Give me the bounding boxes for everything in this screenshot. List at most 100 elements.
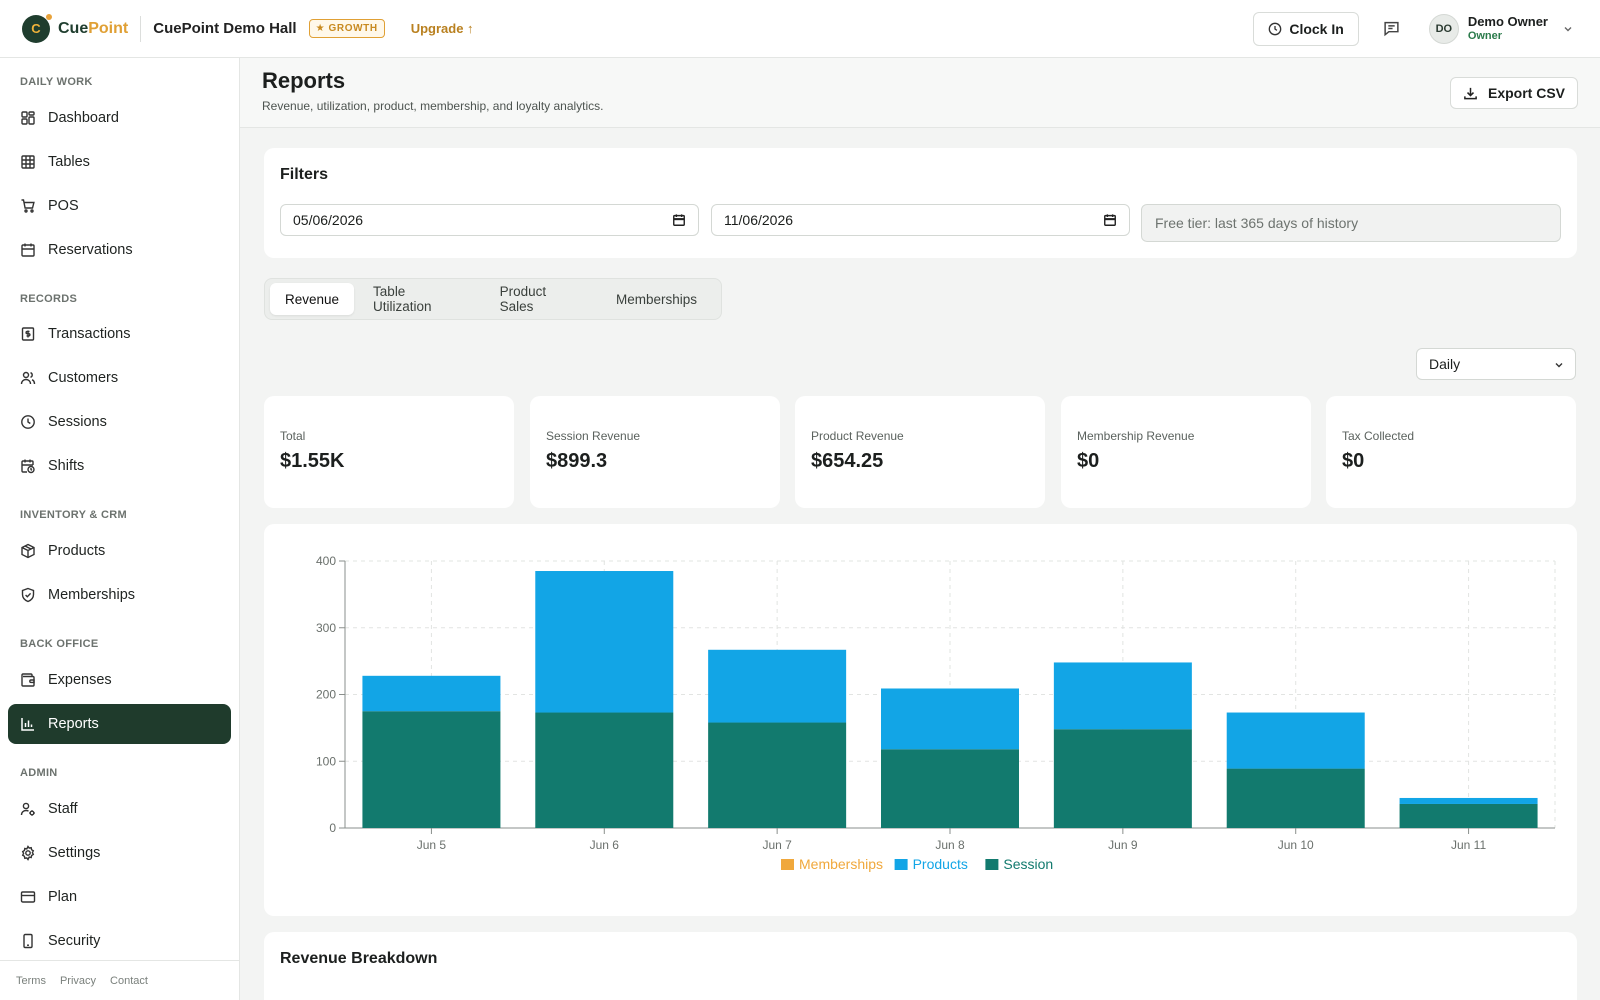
credit-card-icon — [20, 891, 36, 903]
receipt-dollar-icon — [21, 327, 35, 341]
divider — [140, 15, 142, 42]
start-date-value: 05/06/2026 — [293, 212, 364, 228]
user-name: Demo Owner — [1467, 13, 1548, 29]
clock-icon — [21, 415, 35, 429]
sidebar-item-reports[interactable]: Reports — [8, 704, 231, 744]
sidebar-item-transactions[interactable]: Transactions — [8, 314, 231, 354]
sidebar-item-memberships[interactable]: Memberships — [8, 575, 231, 615]
export-csv-button[interactable]: Export CSV — [1449, 77, 1578, 109]
sidebar-item-label: Reservations — [48, 242, 133, 258]
tab-revenue[interactable]: Revenue — [270, 283, 355, 315]
sidebar-item-shifts[interactable]: Shifts — [8, 446, 231, 486]
kpi-label: Tax Collected — [1342, 429, 1415, 443]
terms-link[interactable]: Terms — [16, 974, 46, 987]
upgrade-link[interactable]: Upgrade ↑ — [410, 21, 474, 36]
clock-in-button[interactable]: Clock In — [1253, 11, 1359, 46]
y-tick-label: 0 — [329, 821, 336, 835]
x-tick-label: Jun 8 — [935, 838, 965, 852]
brand-logo[interactable]: C CuePoint — [22, 13, 128, 43]
legend-swatch — [985, 859, 999, 870]
cart-icon — [21, 199, 35, 213]
user-menu[interactable]: DO Demo Owner Owner — [1428, 13, 1574, 44]
sidebar-item-dashboard[interactable]: Dashboard — [8, 98, 231, 138]
tab-memberships[interactable]: Memberships — [615, 291, 697, 307]
clock-in-label: Clock In — [1289, 20, 1344, 37]
sidebar-item-label: Reports — [48, 716, 99, 732]
bar-products — [1399, 797, 1538, 804]
sidebar-item-label: Transactions — [48, 326, 131, 342]
sidebar-item-products[interactable]: Products — [8, 531, 231, 571]
start-date-input[interactable]: 05/06/2026 — [280, 204, 699, 236]
sidebar-item-label: Settings — [48, 845, 101, 861]
kpi-label: Session Revenue — [546, 429, 641, 443]
chevron-down-icon — [1555, 363, 1563, 368]
kpi-value: $654.25 — [811, 450, 884, 472]
sidebar-item-label: Shifts — [48, 458, 85, 474]
sidebar-item-settings[interactable]: Settings — [8, 833, 231, 873]
sidebar-item-label: Tables — [48, 154, 90, 170]
user-cog-icon — [20, 802, 35, 816]
tab-table-utilization[interactable]: Table Utilization — [373, 284, 432, 314]
sidebar-item-expenses[interactable]: Expenses — [8, 660, 231, 700]
tab-product-sales[interactable]: Product Sales — [499, 284, 547, 314]
end-date-input[interactable]: 11/06/2026 — [711, 204, 1130, 236]
sidebar-item-plan[interactable]: Plan — [8, 877, 231, 917]
kpi-label: Total — [280, 429, 306, 443]
revenue-chart: 0 100 200 300 400 Jun 5 Jun 6 Jun 7 Jun 8 Jun 9 Ju… — [316, 554, 1556, 872]
sidebar-item-pos[interactable]: POS — [8, 186, 231, 226]
sidebar-item-label: Security — [48, 933, 101, 949]
period-value: Daily — [1429, 356, 1461, 372]
legend-label[interactable]: Memberships — [799, 856, 883, 872]
device-icon — [23, 933, 33, 949]
page-subtitle: Revenue, utilization, product, membershi… — [262, 99, 604, 113]
sidebar-item-staff[interactable]: Staff — [8, 789, 231, 829]
x-tick-label: Jun 9 — [1108, 838, 1138, 852]
contact-link[interactable]: Contact — [110, 974, 148, 987]
calendar-icon[interactable] — [1103, 213, 1117, 227]
sidebar-item-security[interactable]: Security — [8, 921, 231, 961]
legend-label[interactable]: Session — [1003, 856, 1053, 872]
period-select[interactable]: Daily — [1416, 348, 1576, 380]
bar-session — [1053, 729, 1192, 828]
sidebar-item-sessions[interactable]: Sessions — [8, 402, 231, 442]
bar-session — [362, 711, 501, 828]
dashboard-icon — [21, 111, 35, 125]
history-limit-note: Free tier: last 365 days of history — [1141, 204, 1561, 242]
bar-session — [1399, 803, 1538, 828]
kpi-card-membership-revenue: Membership Revenue $0 — [1061, 396, 1311, 508]
calendar-clock-icon — [21, 459, 35, 474]
messages-button[interactable] — [1375, 12, 1409, 46]
kpi-card-tax-collected: Tax Collected $0 — [1326, 396, 1576, 508]
sidebar-item-tables[interactable]: Tables — [8, 142, 231, 182]
section-label-admin: ADMIN — [20, 767, 58, 779]
y-tick-label: 400 — [316, 554, 336, 568]
legend-label[interactable]: Products — [913, 856, 968, 872]
sidebar-item-label: Staff — [48, 801, 78, 817]
x-tick-label: Jun 10 — [1278, 838, 1314, 852]
filters-card: Filters 05/06/2026 11/06/2026 Free tier:… — [264, 148, 1577, 258]
bar-products — [1226, 712, 1365, 769]
x-tick-label: Jun 7 — [762, 838, 792, 852]
sidebar-item-label: Plan — [48, 889, 78, 905]
chart-legend: Memberships Products Session — [781, 856, 1053, 872]
bar-session — [535, 712, 674, 828]
section-label-daily-work: DAILY WORK — [20, 76, 93, 88]
avatar: DO — [1428, 13, 1459, 44]
logo-mark: C — [22, 13, 52, 43]
calendar-icon[interactable] — [672, 213, 686, 227]
revenue-breakdown-card: Revenue Breakdown — [264, 932, 1577, 1000]
user-role: Owner — [1467, 29, 1503, 42]
users-icon — [20, 371, 36, 385]
sidebar-item-label: Expenses — [48, 672, 112, 688]
bar-session — [1226, 768, 1365, 828]
table-grid-icon — [21, 155, 35, 169]
package-icon — [21, 543, 35, 559]
sidebar-item-customers[interactable]: Customers — [8, 358, 231, 398]
kpi-card-product-revenue: Product Revenue $654.25 — [795, 396, 1045, 508]
sidebar-item-reservations[interactable]: Reservations — [8, 230, 231, 270]
y-tick-label: 200 — [316, 688, 336, 702]
calendar-icon — [21, 243, 35, 257]
top-bar: C CuePoint CuePoint Demo Hall ★ GROWTH U… — [0, 0, 1600, 58]
privacy-link[interactable]: Privacy — [59, 974, 97, 987]
filters-title: Filters — [280, 166, 329, 183]
